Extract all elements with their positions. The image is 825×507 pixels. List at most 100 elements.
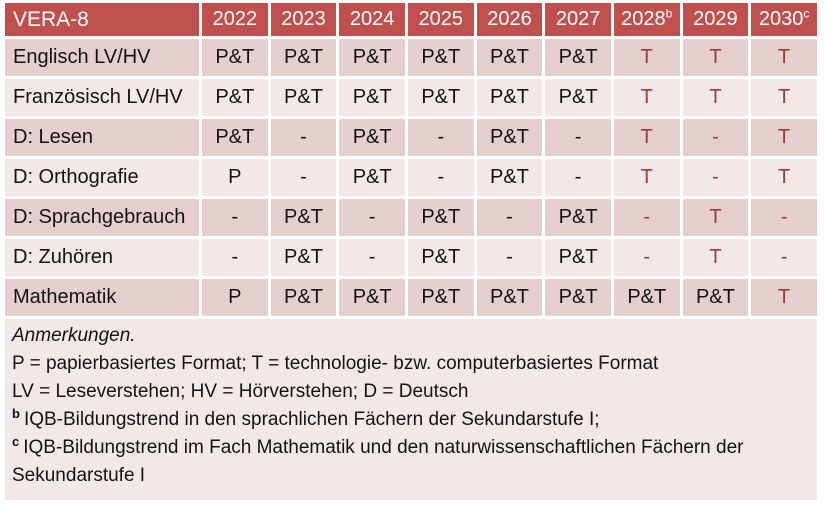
format-cell: -: [751, 199, 817, 236]
format-cell: P&T: [545, 199, 611, 236]
year-label: 2025: [418, 8, 464, 30]
format-cell: -: [682, 119, 749, 156]
format-cell: -: [613, 239, 680, 276]
format-cell: -: [613, 199, 680, 236]
format-cell: P&T: [407, 79, 474, 116]
year-header: 2027: [545, 3, 611, 36]
row-label: Mathematik: [5, 279, 199, 316]
format-cell: P&T: [407, 39, 474, 76]
format-cell: -: [545, 159, 611, 196]
format-cell: -: [202, 199, 268, 236]
format-cell: P&T: [407, 199, 474, 236]
year-label: 2030: [758, 8, 804, 30]
format-cell: P&T: [270, 39, 337, 76]
table-body: Englisch LV/HV P&T P&T P&T P&T P&T P&T T T T Franz…: [5, 39, 817, 316]
row-label: D: Orthografie: [5, 159, 199, 196]
year-header: 2024: [339, 3, 405, 36]
format-cell: T: [751, 119, 817, 156]
row-label: Englisch LV/HV: [5, 39, 199, 76]
year-header: 2030c: [751, 3, 817, 36]
note-c-superscript: c: [12, 433, 20, 449]
note-title: Anmerkungen.: [12, 325, 136, 346]
format-cell: T: [682, 239, 749, 276]
format-cell: P&T: [476, 39, 543, 76]
format-cell: -: [339, 199, 405, 236]
format-cell: T: [682, 199, 749, 236]
table-row: Französisch LV/HV P&T P&T P&T P&T P&T P&T T T T: [5, 79, 817, 116]
format-cell: -: [751, 239, 817, 276]
format-cell: P&T: [476, 119, 543, 156]
table-row: Englisch LV/HV P&T P&T P&T P&T P&T P&T T T T: [5, 39, 817, 76]
year-label: 2028: [621, 8, 666, 30]
table-row: D: Sprachgebrauch - P&T - P&T - P&T - T -: [5, 199, 817, 236]
format-cell: P&T: [682, 279, 749, 316]
format-cell: -: [545, 119, 611, 156]
format-cell: P&T: [545, 279, 611, 316]
format-cell: P&T: [270, 79, 337, 116]
note-b-text: IQB-Bildungstrend in den sprachlichen Fä…: [23, 409, 600, 430]
format-cell: P&T: [339, 39, 405, 76]
format-cell: P&T: [202, 79, 268, 116]
format-cell: P&T: [202, 119, 268, 156]
format-cell: T: [613, 119, 680, 156]
header-row: VERA-8 2022 2023 2024 2025 2026 2027 2028b 2029…: [5, 3, 817, 36]
format-cell: -: [476, 199, 543, 236]
format-cell: T: [682, 39, 749, 76]
format-cell: P: [202, 279, 268, 316]
format-cell: -: [407, 119, 474, 156]
format-cell: T: [682, 79, 749, 116]
year-header: 2023: [270, 3, 337, 36]
year-header: 2028b: [613, 3, 680, 36]
year-label: 2026: [487, 8, 532, 30]
row-label: D: Lesen: [5, 119, 199, 156]
year-label: 2029: [693, 8, 738, 30]
format-cell: -: [407, 159, 474, 196]
year-label: 2024: [349, 8, 395, 30]
format-cell: T: [751, 279, 817, 316]
format-cell: T: [613, 79, 680, 116]
format-cell: -: [202, 239, 268, 276]
year-label: 2022: [212, 8, 258, 30]
format-cell: -: [270, 119, 337, 156]
format-cell: T: [751, 39, 817, 76]
notes-section: Anmerkungen. P = papierbasiertes Format;…: [5, 319, 817, 500]
row-label: D: Zuhören: [5, 239, 199, 276]
table-header: VERA-8 2022 2023 2024 2025 2026 2027 2028b 2029…: [5, 3, 817, 36]
year-superscript: c: [803, 6, 810, 21]
note-c: c IQB-Bildungstrend im Fach Mathematik un…: [12, 434, 805, 490]
format-cell: P&T: [476, 279, 543, 316]
format-cell: -: [476, 239, 543, 276]
note-abbreviations: LV = Leseverstehen; HV = Hörverstehen; D…: [12, 381, 469, 402]
format-cell: P&T: [202, 39, 268, 76]
year-header: 2022: [202, 3, 268, 36]
year-superscript: b: [665, 6, 673, 21]
format-cell: T: [751, 79, 817, 116]
vera8-schedule-table: VERA-8 2022 2023 2024 2025 2026 2027 2028b 2029…: [2, 0, 820, 319]
format-cell: P&T: [407, 239, 474, 276]
note-formats: P = papierbasiertes Format; T = technolo…: [12, 353, 659, 374]
note-b-superscript: b: [12, 405, 20, 421]
format-cell: P&T: [270, 239, 337, 276]
format-cell: P: [202, 159, 268, 196]
format-cell: T: [613, 159, 680, 196]
row-label: Französisch LV/HV: [5, 79, 199, 116]
format-cell: P&T: [613, 279, 680, 316]
table-row: Mathematik P P&T P&T P&T P&T P&T P&T P&T T: [5, 279, 817, 316]
format-cell: T: [613, 39, 680, 76]
table-row: D: Lesen P&T - P&T - P&T - T - T: [5, 119, 817, 156]
year-header: 2026: [476, 3, 543, 36]
note-c-text: IQB-Bildungstrend im Fach Mathematik und…: [12, 437, 744, 486]
year-label: 2027: [555, 8, 601, 30]
format-cell: -: [339, 239, 405, 276]
table-row: D: Orthografie P - P&T - P&T - T - T: [5, 159, 817, 196]
format-cell: P&T: [476, 79, 543, 116]
format-cell: P&T: [476, 159, 543, 196]
row-label: D: Sprachgebrauch: [5, 199, 199, 236]
format-cell: T: [751, 159, 817, 196]
format-cell: P&T: [545, 79, 611, 116]
format-cell: P&T: [339, 119, 405, 156]
format-cell: P&T: [270, 199, 337, 236]
table-row: D: Zuhören - P&T - P&T - P&T - T -: [5, 239, 817, 276]
note-b: b IQB-Bildungstrend in den sprachlichen F…: [12, 406, 805, 434]
